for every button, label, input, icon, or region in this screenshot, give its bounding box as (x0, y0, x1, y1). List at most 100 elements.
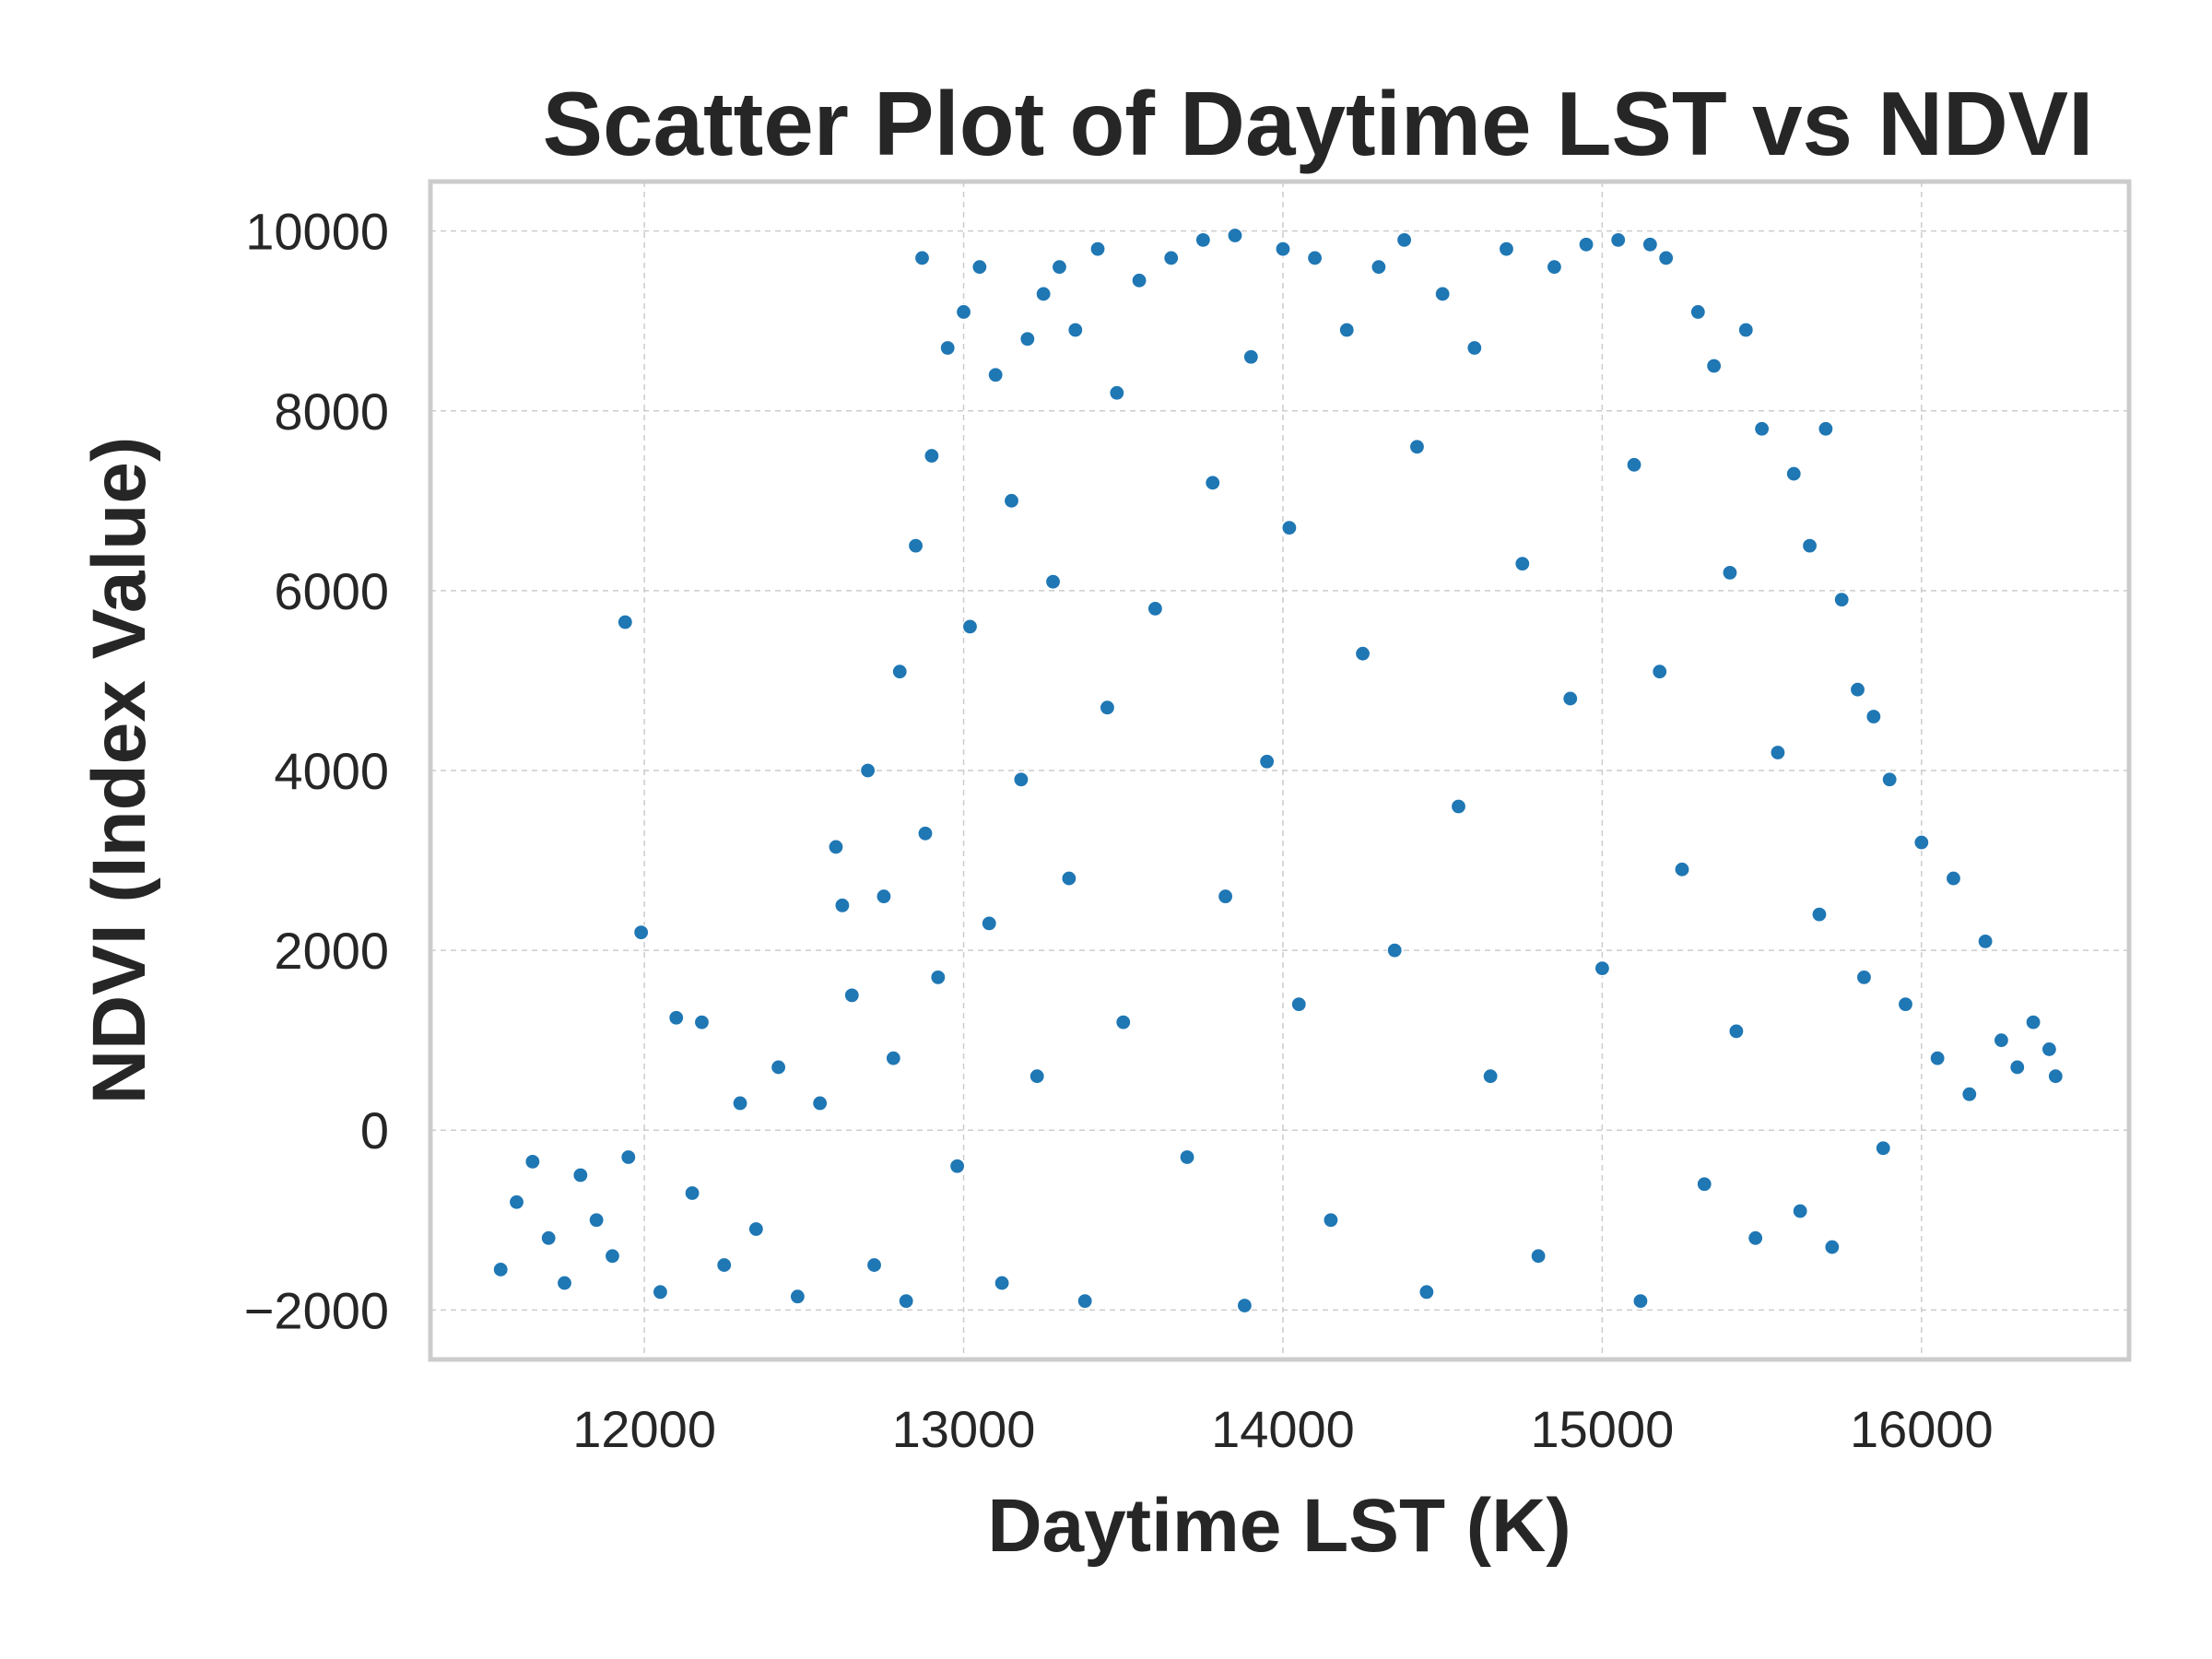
scatter-point (1029, 1068, 1045, 1085)
scatter-point (843, 987, 860, 1004)
scatter-point (771, 1059, 787, 1076)
scatter-point (981, 915, 997, 932)
scatter-point (1275, 241, 1291, 257)
scatter-point (1792, 1203, 1808, 1219)
scatter-point (1811, 906, 1828, 923)
scatter-point (524, 1153, 541, 1170)
scatter-point (1044, 573, 1062, 590)
scatter-point (1323, 1212, 1339, 1229)
scatter-point (1770, 744, 1786, 761)
grid-lines (430, 182, 2129, 1359)
scatter-point (617, 614, 633, 630)
scatter-point (2009, 1059, 2026, 1076)
scatter-point (508, 1194, 525, 1210)
scatter-point (1466, 339, 1483, 357)
scatter-point (1658, 250, 1675, 266)
scatter-point (1945, 870, 1962, 887)
scatter-point (971, 259, 988, 276)
scatter-point (1530, 1248, 1547, 1265)
scatter-point (828, 839, 844, 855)
scatter-point (747, 1220, 764, 1238)
scatter-point (1818, 420, 1834, 437)
scatter-point (1801, 537, 1818, 554)
scatter-point (1290, 996, 1307, 1013)
scatter-point (2041, 1041, 2057, 1058)
scatter-point (1077, 1292, 1093, 1310)
x-tick-label: 12000 (572, 1400, 716, 1458)
scatter-point (1546, 259, 1563, 276)
scatter-point (1194, 231, 1211, 249)
scatter-point (1737, 322, 1754, 338)
scatter-point (1498, 241, 1515, 257)
scatter-point (604, 1248, 621, 1265)
scatter-point (917, 825, 934, 841)
scatter-point (1594, 960, 1610, 977)
scatter-point (949, 1158, 966, 1174)
scatter-point (2025, 1014, 2041, 1030)
x-tick-label: 16000 (1850, 1400, 1994, 1458)
scatter-point (834, 897, 851, 913)
y-tick-label: 4000 (274, 742, 389, 800)
scatter-point (885, 1050, 901, 1066)
scatter-point (1163, 250, 1180, 266)
scatter-point (652, 1284, 669, 1300)
scatter-point (1706, 358, 1723, 374)
scatter-point (1961, 1086, 1978, 1102)
scatter-point (1641, 236, 1658, 253)
scatter-point (994, 1275, 1010, 1291)
y-tick-label: 0 (360, 1101, 389, 1159)
scatter-point (1205, 475, 1221, 491)
y-tick-label: 8000 (274, 382, 389, 441)
scatter-point (1865, 708, 1882, 725)
scatter-point (1450, 798, 1467, 815)
scatter-point (1434, 286, 1451, 302)
scatter-point (1131, 272, 1147, 288)
scatter-point (1913, 834, 1930, 851)
y-axis-ticks: −2000 0 2000 4000 6000 8000 10000 (244, 203, 389, 1340)
scatter-point (1833, 592, 1850, 608)
scatter-point (1674, 861, 1690, 877)
scatter-point (1652, 664, 1668, 680)
y-tick-label: 2000 (274, 922, 389, 980)
scatter-point (1482, 1068, 1499, 1085)
scatter-point (2047, 1068, 2064, 1085)
scatter-point (1722, 564, 1738, 581)
scatter-point (1003, 492, 1020, 509)
scatter-point (693, 1014, 711, 1030)
scatter-point (1386, 942, 1403, 959)
scatter-point (939, 339, 956, 357)
scatter-point (588, 1212, 605, 1229)
scatter-point (732, 1095, 748, 1112)
scatter-point (1281, 519, 1298, 536)
y-tick-label: 6000 (274, 562, 389, 620)
scatter-point (1067, 322, 1084, 338)
x-axis-ticks: 12000 13000 14000 15000 16000 (572, 1400, 1993, 1458)
scatter-point (1396, 231, 1413, 249)
scatter-point (930, 969, 947, 985)
scatter-point (1051, 259, 1068, 276)
scatter-point (891, 664, 908, 680)
scatter-point (492, 1261, 509, 1278)
scatter-point (1747, 1230, 1764, 1246)
scatter-point (1354, 645, 1371, 662)
scatter-point (1408, 439, 1426, 455)
scatter-point (1147, 600, 1163, 617)
scatter-point (540, 1230, 557, 1246)
scatter-point (789, 1288, 806, 1305)
scatter-point (1514, 556, 1531, 572)
scatter-point (572, 1167, 589, 1183)
scatter-point (1109, 384, 1125, 401)
scatter-point (1849, 681, 1866, 698)
scatter-point (556, 1275, 573, 1291)
chart-title: Scatter Plot of Daytime LST vs NDVI (543, 73, 2094, 174)
scatter-point (1993, 1032, 2010, 1049)
scatter-point (876, 888, 892, 905)
scatter-point (1626, 456, 1642, 473)
scatter-point (716, 1256, 733, 1274)
scatter-point (1061, 870, 1077, 887)
scatter-point (898, 1292, 914, 1310)
scatter-point (1632, 1292, 1649, 1310)
scatter-point (1236, 1297, 1253, 1314)
